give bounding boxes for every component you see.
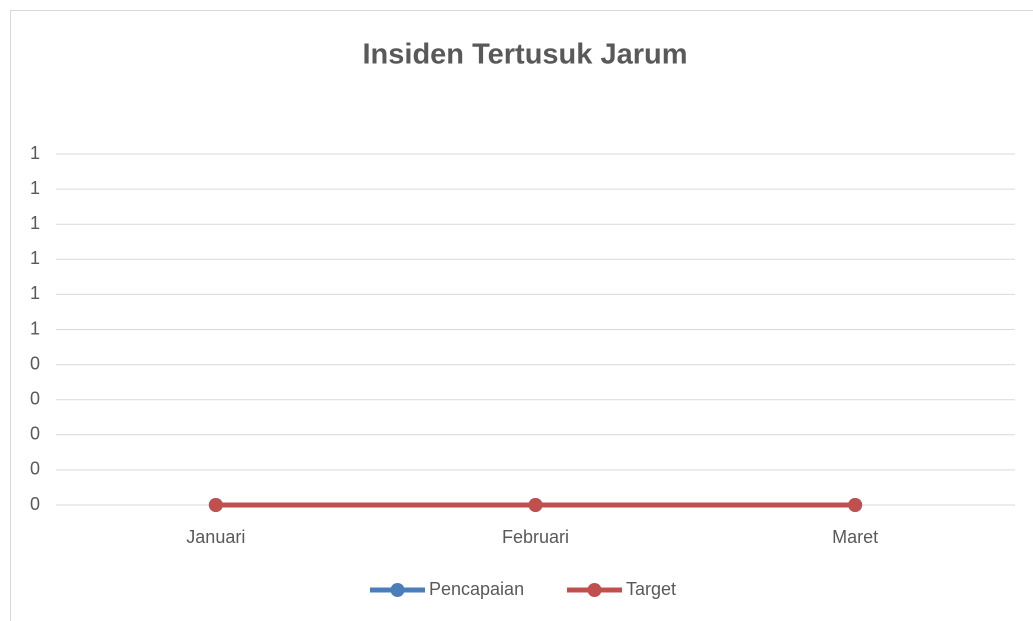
legend-marker [587, 583, 602, 597]
series-marker [208, 498, 223, 512]
y-tick-label: 0 [30, 494, 40, 514]
x-tick-label: Januari [186, 527, 245, 547]
chart-border [10, 10, 1033, 621]
y-tick-label: 1 [30, 213, 40, 233]
series-marker [528, 498, 543, 512]
x-tick-label: Maret [832, 527, 878, 547]
legend-label: Pencapaian [429, 579, 524, 599]
y-tick-label: 1 [30, 178, 40, 198]
chart-title: Insiden Tertusuk Jarum [363, 39, 688, 71]
y-tick-label: 1 [30, 318, 40, 338]
legend-label: Target [626, 579, 676, 599]
series-marker [848, 498, 863, 512]
legend-marker [390, 583, 405, 597]
y-tick-label: 0 [30, 424, 40, 444]
y-tick-label: 0 [30, 353, 40, 373]
x-tick-label: Februari [502, 527, 569, 547]
y-tick-label: 1 [30, 143, 40, 163]
y-tick-label: 0 [30, 459, 40, 479]
y-tick-label: 1 [30, 248, 40, 268]
y-tick-label: 0 [30, 388, 40, 408]
y-tick-label: 1 [30, 283, 40, 303]
